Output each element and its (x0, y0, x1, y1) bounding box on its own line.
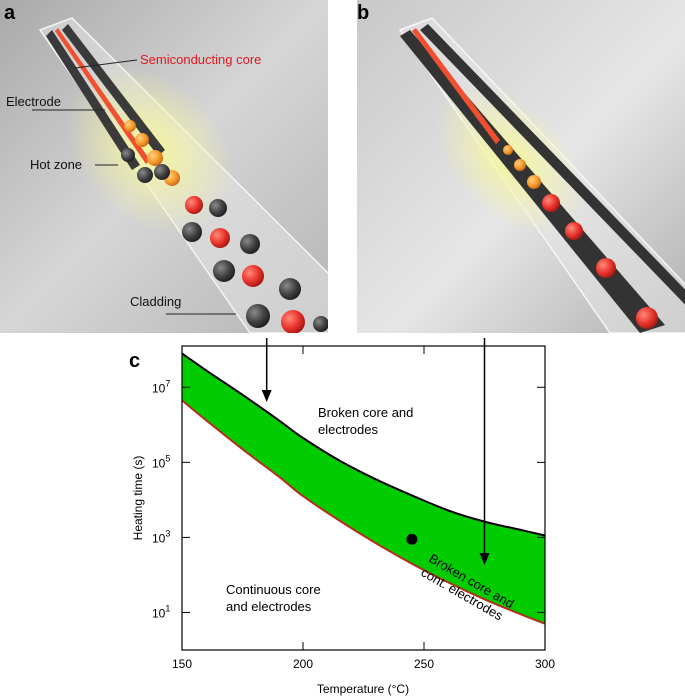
core-label: Semiconducting core (140, 52, 261, 67)
y-tick-label: 103 (152, 528, 170, 545)
lower-boundary-curve (181, 399, 546, 625)
cladding-label: Cladding (130, 294, 181, 309)
region-above-line-2: electrodes (318, 422, 378, 437)
heating-band (182, 353, 545, 624)
bead-row-b (503, 145, 658, 329)
bead-row (121, 120, 328, 333)
chart-c: 150 200 250 300 101 103 105 107 Broken core an… (131, 338, 555, 696)
panel-letter-c: c (129, 350, 140, 372)
plot-frame (181, 345, 546, 651)
data-point (406, 533, 418, 545)
x-axis-title: Temperature (°C) (317, 682, 409, 696)
panel-a-illustration (0, 0, 328, 333)
hot-zone-label: Hot zone (30, 157, 82, 172)
panel-letter-a: a (4, 2, 16, 24)
y-tick-label: 105 (152, 453, 170, 470)
y-tick-label: 101 (152, 603, 170, 620)
y-tick-label: 107 (152, 378, 170, 395)
panel-letter-b: b (357, 2, 369, 24)
panel-a-annotations: Semiconducting core Electrode Hot zone C… (6, 52, 261, 315)
arrow-head-a (261, 390, 272, 402)
region-above-label: Broken core and electrodes (318, 405, 417, 437)
upper-boundary-curve (181, 352, 546, 537)
region-above-line-1: Broken core and (318, 405, 413, 420)
panel-arrows (261, 338, 490, 565)
region-below-label: Continuous core and electrodes (226, 582, 324, 614)
region-below-line-1: Continuous core (226, 582, 321, 597)
x-tick-label: 200 (293, 657, 313, 671)
x-tick-label: 250 (414, 657, 434, 671)
y-axis: 101 103 105 107 (152, 378, 545, 620)
x-tick-label: 150 (172, 657, 192, 671)
x-axis: 150 200 250 300 (172, 346, 555, 671)
region-below-line-2: and electrodes (226, 599, 312, 614)
y-axis-title: Heating time (s) (131, 456, 145, 541)
x-tick-label: 300 (535, 657, 555, 671)
arrow-head-b (479, 553, 490, 565)
electrode-label: Electrode (6, 94, 61, 109)
panel-b-illustration (357, 0, 685, 333)
